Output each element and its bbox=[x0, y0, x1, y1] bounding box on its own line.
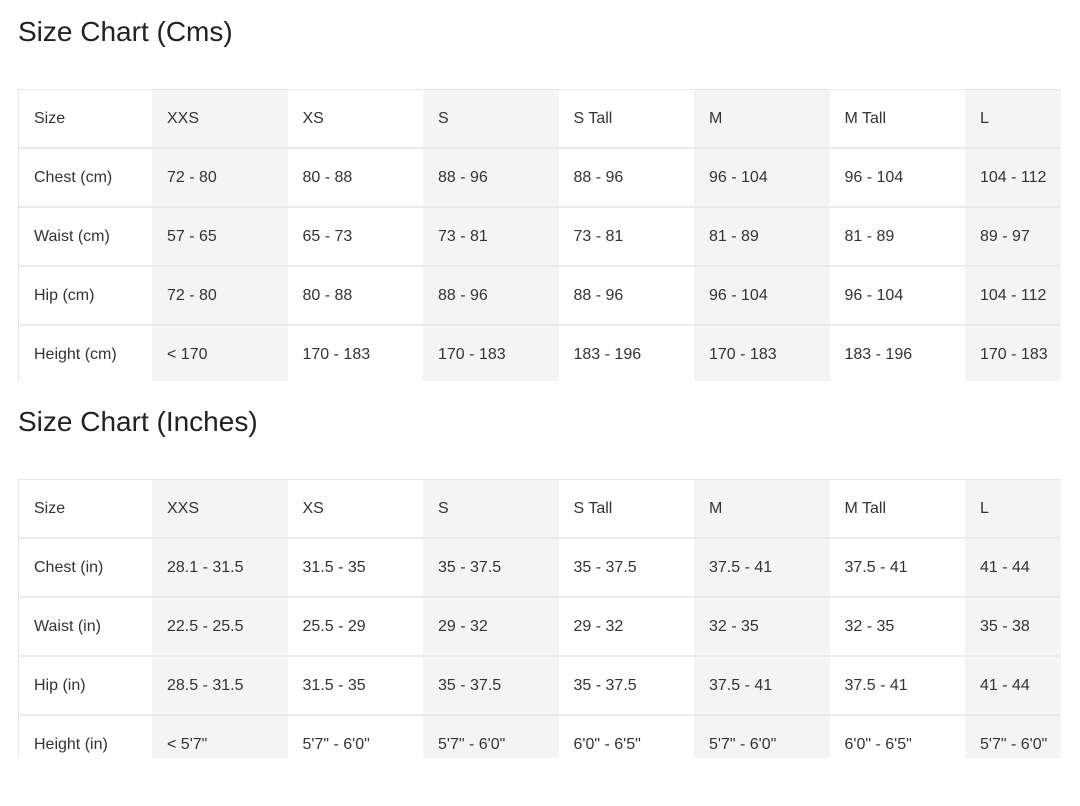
table-cell: 96 - 104 bbox=[694, 266, 830, 326]
row-label: Waist (in) bbox=[19, 597, 152, 657]
table-cell: 104 - 112 bbox=[965, 266, 1061, 326]
table-cell: 170 - 183 bbox=[694, 325, 830, 381]
table-cell: 88 - 96 bbox=[558, 266, 694, 326]
table-cell: S Tall bbox=[558, 90, 694, 149]
size-table: Size XXS XS S S Tall M M Tall L Chest (in) 28.1 -… bbox=[19, 480, 1061, 758]
table-cell: 183 - 196 bbox=[558, 325, 694, 381]
table-cell: 5'7" - 6'0" bbox=[423, 715, 559, 758]
table-cell: S bbox=[423, 480, 559, 539]
row-label: Height (in) bbox=[19, 715, 152, 758]
table-cell: 35 - 37.5 bbox=[423, 538, 559, 598]
table-row: Waist (cm) 57 - 65 65 - 73 73 - 81 73 - 81 81… bbox=[19, 207, 1061, 267]
table-row: Chest (cm) 72 - 80 80 - 88 88 - 96 88 - 96 96… bbox=[19, 148, 1061, 208]
table-cell: 88 - 96 bbox=[558, 148, 694, 208]
table-cell: 29 - 32 bbox=[558, 597, 694, 657]
table-cell: 104 - 112 bbox=[965, 148, 1061, 208]
table-cell: 96 - 104 bbox=[694, 148, 830, 208]
table-cell: 81 - 89 bbox=[694, 207, 830, 267]
table-cell: 35 - 37.5 bbox=[558, 656, 694, 716]
table-row: Hip (cm) 72 - 80 80 - 88 88 - 96 88 - 96 96 -… bbox=[19, 266, 1061, 326]
table-row: Height (in) < 5'7" 5'7" - 6'0" 5'7" - 6'0" 6… bbox=[19, 715, 1061, 758]
table-row: Chest (in) 28.1 - 31.5 31.5 - 35 35 - 37.5 3… bbox=[19, 538, 1061, 598]
table-cell: 41 - 44 bbox=[965, 538, 1061, 598]
table-cell: M bbox=[694, 90, 830, 149]
table-cell: 88 - 96 bbox=[423, 148, 559, 208]
table-cell: XS bbox=[287, 90, 423, 149]
row-label: Size bbox=[19, 480, 152, 539]
table-cell: 25.5 - 29 bbox=[287, 597, 423, 657]
table-cell: 89 - 97 bbox=[965, 207, 1061, 267]
table-cell: 73 - 81 bbox=[423, 207, 559, 267]
table-cell: XXS bbox=[152, 90, 288, 149]
table-cell: < 5'7" bbox=[152, 715, 288, 758]
table-cell: 72 - 80 bbox=[152, 266, 288, 326]
table-cell: 37.5 - 41 bbox=[829, 538, 965, 598]
table-cell: 31.5 - 35 bbox=[287, 656, 423, 716]
table-cell: 31.5 - 35 bbox=[287, 538, 423, 598]
cms-chart-title: Size Chart (Cms) bbox=[18, 16, 233, 47]
table-cell: 170 - 183 bbox=[287, 325, 423, 381]
table-row: Hip (in) 28.5 - 31.5 31.5 - 35 35 - 37.5 35 … bbox=[19, 656, 1061, 716]
table-cell: 88 - 96 bbox=[423, 266, 559, 326]
table-cell: 35 - 37.5 bbox=[558, 538, 694, 598]
row-label: Hip (cm) bbox=[19, 266, 152, 326]
table-cell: 32 - 35 bbox=[829, 597, 965, 657]
row-label: Hip (in) bbox=[19, 656, 152, 716]
table-cell: 41 - 44 bbox=[965, 656, 1061, 716]
table-cell: 29 - 32 bbox=[423, 597, 559, 657]
inches-size-table: Size XXS XS S S Tall M M Tall L Chest (in) 28.1 -… bbox=[18, 479, 1061, 758]
table-cell: XS bbox=[287, 480, 423, 539]
row-label: Chest (cm) bbox=[19, 148, 152, 208]
table-cell: 32 - 35 bbox=[694, 597, 830, 657]
row-label: Height (cm) bbox=[19, 325, 152, 381]
table-cell: 80 - 88 bbox=[287, 148, 423, 208]
table-cell: 28.1 - 31.5 bbox=[152, 538, 288, 598]
table-cell: 57 - 65 bbox=[152, 207, 288, 267]
table-cell: M Tall bbox=[829, 90, 965, 149]
table-header-row: Size XXS XS S S Tall M M Tall L bbox=[19, 480, 1061, 539]
table-cell: L bbox=[965, 90, 1061, 149]
inches-chart-title: Size Chart (Inches) bbox=[18, 406, 258, 437]
table-cell: 6'0" - 6'5" bbox=[829, 715, 965, 758]
table-cell: 170 - 183 bbox=[965, 325, 1061, 381]
table-cell: 5'7" - 6'0" bbox=[287, 715, 423, 758]
size-table: Size XXS XS S S Tall M M Tall L Chest (cm) 72 - 8… bbox=[19, 90, 1061, 381]
table-cell: 96 - 104 bbox=[829, 148, 965, 208]
table-cell: 22.5 - 25.5 bbox=[152, 597, 288, 657]
table-header-row: Size XXS XS S S Tall M M Tall L bbox=[19, 90, 1061, 149]
table-cell: 65 - 73 bbox=[287, 207, 423, 267]
table-cell: 80 - 88 bbox=[287, 266, 423, 326]
row-label: Waist (cm) bbox=[19, 207, 152, 267]
table-cell: M bbox=[694, 480, 830, 539]
table-cell: M Tall bbox=[829, 480, 965, 539]
table-cell: XXS bbox=[152, 480, 288, 539]
table-cell: 170 - 183 bbox=[423, 325, 559, 381]
table-cell: 35 - 37.5 bbox=[423, 656, 559, 716]
table-cell: L bbox=[965, 480, 1061, 539]
table-cell: 37.5 - 41 bbox=[829, 656, 965, 716]
table-cell: 96 - 104 bbox=[829, 266, 965, 326]
table-row: Waist (in) 22.5 - 25.5 25.5 - 29 29 - 32 29 … bbox=[19, 597, 1061, 657]
row-label: Size bbox=[19, 90, 152, 149]
cms-size-table: Size XXS XS S S Tall M M Tall L Chest (cm) 72 - 8… bbox=[18, 89, 1061, 381]
table-cell: 5'7" - 6'0" bbox=[965, 715, 1061, 758]
table-cell: < 170 bbox=[152, 325, 288, 381]
table-row: Height (cm) < 170 170 - 183 170 - 183 183 - … bbox=[19, 325, 1061, 381]
table-cell: 183 - 196 bbox=[829, 325, 965, 381]
table-cell: 37.5 - 41 bbox=[694, 538, 830, 598]
table-cell: 6'0" - 6'5" bbox=[558, 715, 694, 758]
table-cell: 81 - 89 bbox=[829, 207, 965, 267]
table-cell: 5'7" - 6'0" bbox=[694, 715, 830, 758]
table-cell: S bbox=[423, 90, 559, 149]
row-label: Chest (in) bbox=[19, 538, 152, 598]
table-cell: 73 - 81 bbox=[558, 207, 694, 267]
table-cell: 28.5 - 31.5 bbox=[152, 656, 288, 716]
table-cell: 72 - 80 bbox=[152, 148, 288, 208]
table-cell: 37.5 - 41 bbox=[694, 656, 830, 716]
table-cell: S Tall bbox=[558, 480, 694, 539]
table-cell: 35 - 38 bbox=[965, 597, 1061, 657]
